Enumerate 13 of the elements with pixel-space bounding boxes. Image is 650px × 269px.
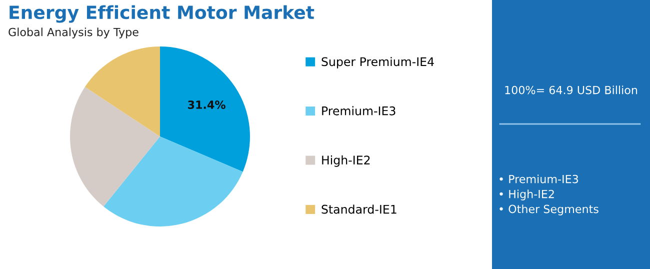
legend-label: Standard-IE1 xyxy=(322,204,396,214)
pie-slice xyxy=(104,136,243,226)
pie-slice xyxy=(84,46,160,136)
text: 100%= 64.9 USD Billion xyxy=(505,86,638,94)
pie-slice xyxy=(160,46,250,172)
legend-label: High-IE2 xyxy=(322,155,370,167)
chart-subtitle: Global Analysis by Type xyxy=(8,28,138,38)
pie-slice xyxy=(70,86,160,207)
text: • Premium-IE3 • High-IE2 • Other Segments xyxy=(500,174,598,216)
data-label: 31.4% xyxy=(188,100,226,109)
chart-title: Energy Efficient Motor Market xyxy=(10,5,314,23)
legend-label: Premium-IE3 xyxy=(322,106,396,116)
legend-label: Super Premium-IE4 xyxy=(322,56,434,68)
